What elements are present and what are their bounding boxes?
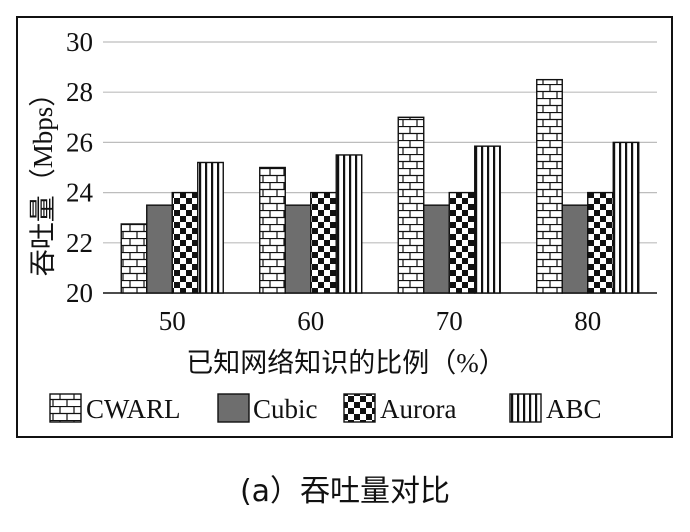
bar-abc-80 [612,141,640,294]
bar-cwarl-60 [259,166,286,294]
bar-cwarl-50 [120,223,148,294]
bar-cubic-80 [561,204,589,294]
legend-label-cwarl: CWARL [86,394,181,424]
y-tick-label: 28 [66,77,93,107]
legend-swatch-abc [509,393,542,423]
bar-aurora-60 [310,191,337,294]
bar-cubic-50 [146,204,173,294]
y-tick-label: 20 [66,278,93,308]
legend-label-abc: ABC [546,394,602,424]
bar-abc-60 [335,154,363,294]
x-tick-label: 70 [436,306,463,336]
legend-label-aurora: Aurora [380,394,456,424]
figure-caption: (a）吞吐量对比 [240,474,450,509]
bar-cubic-60 [284,204,312,294]
x-tick-label: 80 [574,306,601,336]
bar-cwarl-70 [397,116,425,294]
y-tick-labels: 20 22 24 26 28 30 [66,27,94,308]
bar-abc-50 [197,161,224,294]
y-tick-label: 22 [66,228,93,258]
chart-frame [16,16,673,438]
x-tick-label: 60 [297,306,324,336]
bar-aurora-70 [448,191,476,294]
bars [120,78,640,294]
legend-swatch-cubic [217,393,250,423]
y-tick-label: 26 [66,127,93,157]
legend: CWARL Cubic Aurora ABC [49,393,602,424]
legend-swatch-cwarl [49,393,82,423]
x-tick-label: 50 [159,306,186,336]
bar-aurora-50 [171,191,199,294]
legend-label-cubic: Cubic [253,394,318,424]
y-tick-label: 24 [66,178,94,208]
bar-cubic-70 [423,204,450,294]
x-axis-title: 已知网络知识的比例（%） [186,348,506,378]
bar-cwarl-80 [536,78,563,294]
bar-aurora-80 [587,191,614,294]
x-tick-labels: 50 60 70 80 [159,306,602,336]
bar-abc-70 [474,145,501,294]
legend-swatch-aurora [343,393,376,423]
y-tick-label: 30 [66,27,93,57]
y-axis-title: 吞吐量（Mbps） [28,80,58,277]
